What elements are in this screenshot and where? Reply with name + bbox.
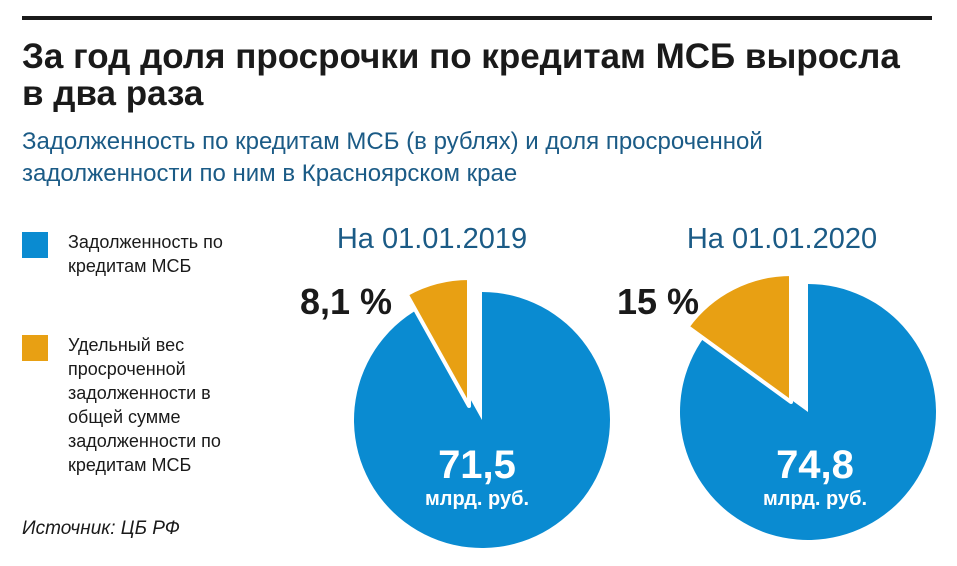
legend-swatch-overdue — [22, 335, 48, 361]
pie-slice-debt-2019 — [354, 292, 610, 548]
overdue-label-2020: 15 % — [617, 281, 699, 322]
legend-label-debt: Задолженность по кредитам МСБ — [68, 232, 223, 276]
legend-swatch-debt — [22, 232, 48, 258]
total-unit-2020: млрд. руб. — [763, 488, 867, 510]
total-value-2020: 74,8 — [776, 443, 854, 487]
pie-slice-debt-2020 — [680, 284, 937, 540]
source-note: Источник: ЦБ РФ — [22, 518, 180, 539]
legend-label-overdue: Удельный вес просроченной задолженности … — [68, 335, 221, 475]
chart-title: За год доля просрочки по кредитам МСБ вы… — [22, 37, 900, 113]
overdue-label-2019: 8,1 % — [300, 281, 392, 322]
pie-slice-overdue-2020 — [685, 272, 793, 404]
total-unit-2019: млрд. руб. — [425, 488, 529, 510]
pie-heading-2019: На 01.01.2019 — [337, 223, 527, 255]
total-value-2019: 71,5 — [438, 443, 516, 487]
pie-chart-2020: На 01.01.2020 15 % 74,8 млрд. руб. — [617, 223, 937, 540]
pie-slice-overdue-2019 — [404, 276, 471, 408]
chart-subtitle: Задолженность по кредитам МСБ (в рублях)… — [22, 128, 763, 187]
pie-heading-2020: На 01.01.2020 — [687, 223, 877, 255]
top-rule — [22, 16, 932, 20]
pie-chart-2019: На 01.01.2019 8,1 % 71,5 млрд. руб. — [300, 223, 610, 548]
